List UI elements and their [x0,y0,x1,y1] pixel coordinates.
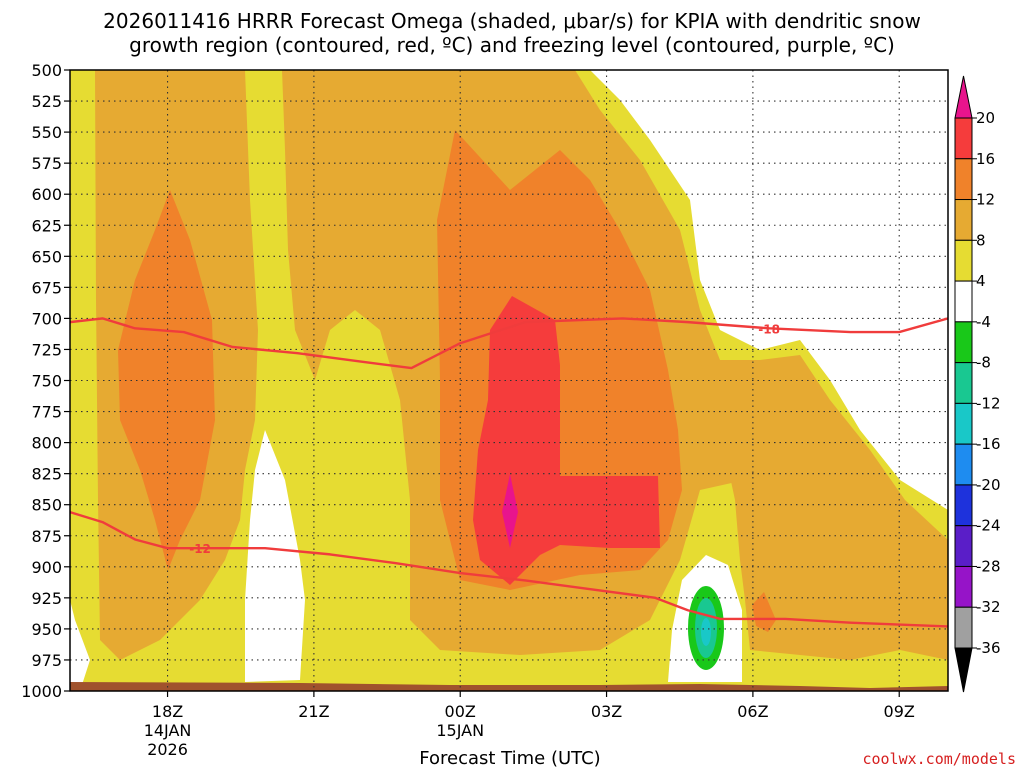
y-tick-label: 750 [31,372,62,391]
omega-band-16-20 [473,296,660,585]
colorbar-segment [954,280,973,323]
y-tick-label: 775 [31,403,62,422]
omega-band-12-16-06z [752,592,776,632]
contour-label: -12 [189,542,211,556]
colorbar-segment [954,484,973,527]
colorbar-segment [954,443,973,486]
x-tick-label: 09Z [884,702,915,721]
y-tick-label: 1000 [21,682,62,701]
colorbar-segment [954,117,973,160]
colorbar-segment [954,239,973,282]
colorbar-label: -36 [976,639,1001,657]
colorbar-segment [954,606,973,649]
temperature-contours: -18 -12 [70,317,948,628]
y-tick-label: 550 [31,123,62,142]
omega-weak-region-left [70,600,90,691]
colorbar-label: -4 [976,313,991,331]
colorbar-label: 4 [976,272,986,290]
x-axis-title: Forecast Time (UTC) [419,748,600,768]
plot-area [70,70,948,691]
y-tick-label: 925 [31,589,62,608]
y-tick-label: 500 [31,61,62,80]
colorbar-segment [954,321,973,364]
chart-title-line2: growth region (contoured, red, ºC) and f… [129,33,895,57]
x-tick-date: 14JAN [144,721,192,740]
y-tick-label: 950 [31,620,62,639]
colorbar-label: -12 [976,394,1001,412]
x-tick-label: 21Z [298,702,329,721]
y-tick-label: 825 [31,465,62,484]
colorbar-segment [954,565,973,608]
colorbar-segment [954,158,973,201]
x-tick-label: 00Z [445,702,476,721]
colorbar-label: -8 [976,354,991,372]
x-tick-label: 18Z [152,702,183,721]
omega-band-neg12-neg16 [701,618,711,646]
y-tick-label: 900 [31,558,62,577]
colorbar-label: -24 [976,517,1001,535]
y-tick-label: 875 [31,527,62,546]
omega-weak-region-21z [245,430,305,682]
colorbar-label: 8 [976,231,986,249]
y-tick-label: 650 [31,247,62,266]
colorbar-label: 16 [976,150,995,168]
contour-label: -18 [758,322,780,336]
colorbar-bottom-arrow [954,647,973,693]
y-tick-label: 525 [31,92,62,111]
colorbar-top-arrow [954,75,973,119]
colorbar-label: -28 [976,557,1001,575]
colorbar-segment [954,362,973,404]
y-tick-label: 800 [31,434,62,453]
colorbar-label: -16 [976,435,1001,453]
colorbar-legend: 20 16 12 8 4 -4 -8 -12 -16 -20 -24 -28 -32 -36 [954,75,1001,693]
y-axis-pressure: 500 525 550 575 600 625 650 675 700 725 750 775 800 8… [21,61,70,701]
y-tick-label: 700 [31,309,62,328]
y-tick-label: 850 [31,496,62,515]
y-tick-label: 975 [31,651,62,670]
omega-band-20-plus [502,474,518,548]
y-tick-label: 675 [31,278,62,297]
contour-line [70,511,948,628]
colorbar-segment [954,402,973,445]
omega-weak-region-upper-right [610,70,948,510]
x-tick-year: 2026 [147,740,188,759]
x-tick-label: 06Z [737,702,768,721]
colorbar-label: 20 [976,109,995,127]
colorbar-label: 12 [976,191,995,209]
omega-band-8-12-east [700,355,948,660]
ground-surface [70,682,948,691]
x-tick-label: 03Z [591,702,622,721]
y-tick-label: 725 [31,340,62,359]
y-tick-label: 575 [31,154,62,173]
contour-line [70,317,948,370]
colorbar-label: -32 [976,598,1001,616]
omega-band-12-16-18z [118,190,215,570]
colorbar-segment [954,199,973,241]
colorbar-segment [954,525,973,567]
grid-lines [70,70,948,691]
chart-title-line1: 2026011416 HRRR Forecast Omega (shaded, … [103,9,921,33]
x-tick-date: 15JAN [436,721,484,740]
colorbar-label: -20 [976,476,1001,494]
y-tick-label: 625 [31,216,62,235]
credit-text: coolwx.com/models [862,750,1016,768]
y-tick-label: 600 [31,185,62,204]
